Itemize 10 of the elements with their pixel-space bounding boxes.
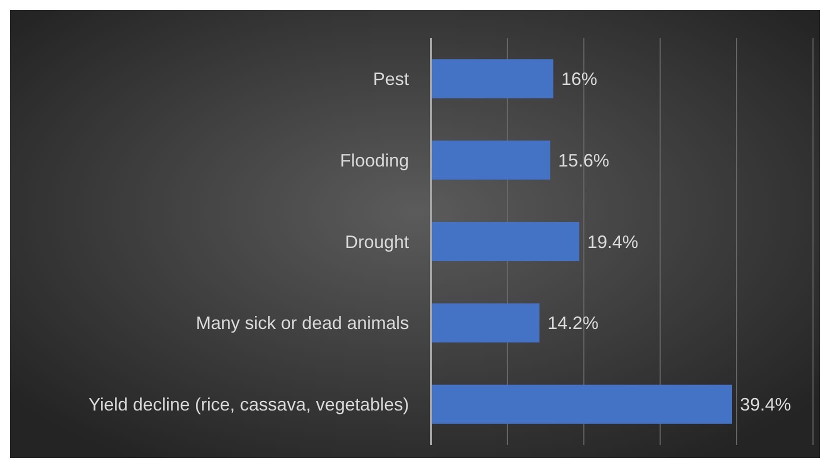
data-label: 39.4% [740,394,792,415]
data-label: 16% [561,69,598,89]
y-tick-label: Drought [344,232,409,252]
y-tick-label: Flooding [340,150,409,170]
data-label: 15.6% [558,150,610,170]
y-tick-label: Yield decline (rice, cassava, vegetables) [88,394,409,415]
y-tick-label: Many sick or dead animals [196,313,409,334]
data-label: 14.2% [547,313,599,334]
data-label: 19.4% [587,232,638,252]
y-tick-label: Pest [372,69,409,89]
